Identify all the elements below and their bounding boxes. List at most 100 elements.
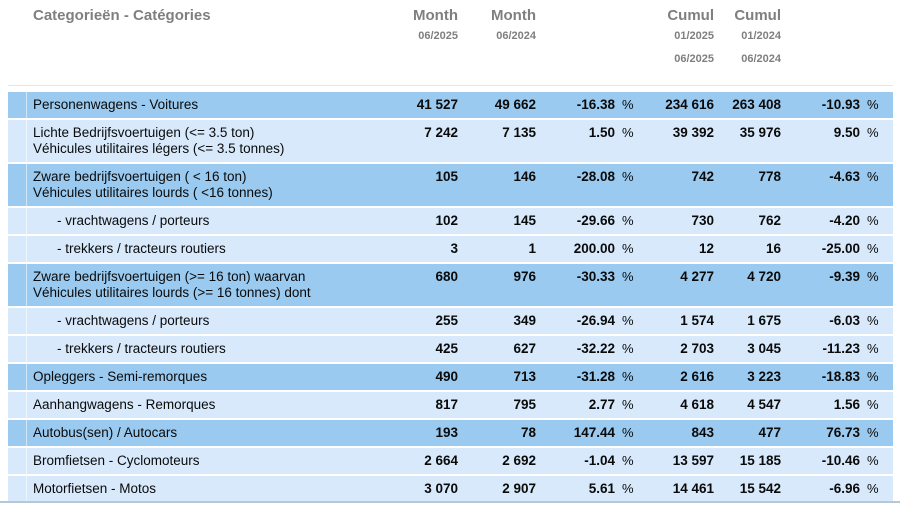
table-row: Bromfietsen - Cyclomoteurs 2 664 2 692 -… bbox=[8, 448, 893, 474]
row-label: Personenwagens - Voitures bbox=[27, 92, 358, 118]
percent-sign: % bbox=[615, 392, 645, 418]
row-label-line: Véhicules utilitaires légers (<= 3.5 ton… bbox=[33, 141, 285, 156]
row-lead-spacer bbox=[8, 476, 27, 502]
cumul-2024-value: 15 185 bbox=[714, 448, 781, 474]
header-spacer bbox=[458, 53, 536, 90]
row-label-line: Véhicules utilitaires lourds ( <16 tonne… bbox=[33, 185, 273, 200]
table-row: Personenwagens - Voitures 41 527 49 662 … bbox=[8, 92, 893, 118]
month-2025-value: 255 bbox=[358, 308, 458, 334]
row-lead-spacer bbox=[8, 392, 27, 418]
percent-sign: % bbox=[860, 208, 893, 234]
percent-sign: % bbox=[860, 120, 893, 162]
row-lead-spacer bbox=[8, 92, 27, 118]
month-pct-value: 200.00 bbox=[536, 236, 615, 262]
table-row: - vrachtwagens / porteurs 102 145 -29.66… bbox=[8, 208, 893, 234]
cumul-2024-column-header: Cumul bbox=[734, 7, 781, 24]
row-label-line: Zware bedrijfsvoertuigen (>= 16 ton) waa… bbox=[33, 269, 306, 284]
cumul-pct-value: -11.23 bbox=[781, 336, 860, 362]
month-2024-value: 2 907 bbox=[458, 476, 536, 502]
table-row: Autobus(sen) / Autocars 193 78 147.44 % … bbox=[8, 420, 893, 446]
row-label-line: - vrachtwagens / porteurs bbox=[57, 213, 210, 228]
table-row: - vrachtwagens / porteurs 255 349 -26.94… bbox=[8, 308, 893, 334]
percent-sign: % bbox=[860, 336, 893, 362]
cumul-2025-value: 1 574 bbox=[645, 308, 714, 334]
percent-sign: % bbox=[615, 164, 645, 206]
row-label-line: Lichte Bedrijfsvoertuigen (<= 3.5 ton) bbox=[33, 125, 255, 140]
row-label: Zware bedrijfsvoertuigen (>= 16 ton) waa… bbox=[27, 264, 358, 306]
month-pct-value: -1.04 bbox=[536, 448, 615, 474]
row-label-line: - vrachtwagens / porteurs bbox=[57, 313, 210, 328]
cumul-2025-value: 4 277 bbox=[645, 264, 714, 306]
row-lead-spacer bbox=[8, 364, 27, 390]
month-2024-period: 06/2024 bbox=[496, 30, 536, 42]
percent-sign: % bbox=[860, 164, 893, 206]
month-pct-value: -16.38 bbox=[536, 92, 615, 118]
header-spacer bbox=[781, 53, 860, 90]
cumul-2024-value: 15 542 bbox=[714, 476, 781, 502]
cumul-2024-value: 4 720 bbox=[714, 264, 781, 306]
row-lead-spacer bbox=[8, 264, 27, 306]
cumul-2024-value: 477 bbox=[714, 420, 781, 446]
table-top-hairline bbox=[8, 85, 893, 86]
month-2024-value: 7 135 bbox=[458, 120, 536, 162]
percent-sign: % bbox=[615, 420, 645, 446]
header-period-end-row: 06/2025 06/2024 bbox=[8, 53, 893, 90]
header-period-row: 06/2025 06/2024 01/2025 01/2024 bbox=[8, 30, 893, 51]
cumul-2024-value: 3 223 bbox=[714, 364, 781, 390]
percent-sign: % bbox=[860, 264, 893, 306]
header-spacer bbox=[536, 53, 615, 90]
row-label: - trekkers / tracteurs routiers bbox=[27, 236, 358, 262]
header-spacer bbox=[860, 53, 893, 90]
month-2025-value: 3 bbox=[358, 236, 458, 262]
row-label: Motorfietsen - Motos bbox=[27, 476, 358, 502]
row-label-line: Autobus(sen) / Autocars bbox=[33, 425, 178, 440]
percent-sign: % bbox=[615, 236, 645, 262]
row-label-line: Bromfietsen - Cyclomoteurs bbox=[33, 453, 200, 468]
row-label-line: Zware bedrijfsvoertuigen ( < 16 ton) bbox=[33, 169, 247, 184]
month-2025-value: 7 242 bbox=[358, 120, 458, 162]
month-2025-value: 105 bbox=[358, 164, 458, 206]
percent-sign: % bbox=[615, 120, 645, 162]
table-row: Opleggers - Semi-remorques 490 713 -31.2… bbox=[8, 364, 893, 390]
percent-sign: % bbox=[860, 236, 893, 262]
cumul-2024-value: 35 976 bbox=[714, 120, 781, 162]
row-label-line: - trekkers / tracteurs routiers bbox=[57, 241, 226, 256]
percent-sign: % bbox=[615, 308, 645, 334]
month-pct-value: 1.50 bbox=[536, 120, 615, 162]
cumul-2024-period-end: 06/2024 bbox=[741, 53, 781, 65]
table-header: Categorieën - Catégories Month Month Cum… bbox=[8, 2, 893, 90]
month-2024-value: 349 bbox=[458, 308, 536, 334]
month-2024-value: 1 bbox=[458, 236, 536, 262]
percent-sign: % bbox=[860, 364, 893, 390]
table-row: Aanhangwagens - Remorques 817 795 2.77 %… bbox=[8, 392, 893, 418]
cumul-2025-value: 13 597 bbox=[645, 448, 714, 474]
month-2025-value: 490 bbox=[358, 364, 458, 390]
table-row: Lichte Bedrijfsvoertuigen (<= 3.5 ton) Vé… bbox=[8, 120, 893, 162]
month-2024-value: 627 bbox=[458, 336, 536, 362]
month-pct-value: -26.94 bbox=[536, 308, 615, 334]
header-spacer bbox=[615, 30, 645, 51]
month-2024-column-header: Month bbox=[491, 7, 536, 24]
cumul-pct-value: -6.03 bbox=[781, 308, 860, 334]
month-2024-value: 49 662 bbox=[458, 92, 536, 118]
row-lead-spacer bbox=[8, 120, 27, 162]
month-pct-value: -31.28 bbox=[536, 364, 615, 390]
month-pct-value: -30.33 bbox=[536, 264, 615, 306]
month-2025-value: 41 527 bbox=[358, 92, 458, 118]
row-label: Autobus(sen) / Autocars bbox=[27, 420, 358, 446]
table-row: - trekkers / tracteurs routiers 3 1 200.… bbox=[8, 236, 893, 262]
percent-sign: % bbox=[615, 336, 645, 362]
cumul-2025-value: 2 616 bbox=[645, 364, 714, 390]
month-pct-value: -28.08 bbox=[536, 164, 615, 206]
cumul-pct-value: -10.93 bbox=[781, 92, 860, 118]
row-label: - vrachtwagens / porteurs bbox=[27, 208, 358, 234]
row-label: Opleggers - Semi-remorques bbox=[27, 364, 358, 390]
header-spacer bbox=[781, 30, 860, 51]
cumul-pct-value: 76.73 bbox=[781, 420, 860, 446]
cumul-2025-value: 14 461 bbox=[645, 476, 714, 502]
month-pct-value: 147.44 bbox=[536, 420, 615, 446]
percent-sign: % bbox=[615, 264, 645, 306]
header-spacer bbox=[8, 30, 27, 51]
row-label: - vrachtwagens / porteurs bbox=[27, 308, 358, 334]
row-label-line: - trekkers / tracteurs routiers bbox=[57, 341, 226, 356]
